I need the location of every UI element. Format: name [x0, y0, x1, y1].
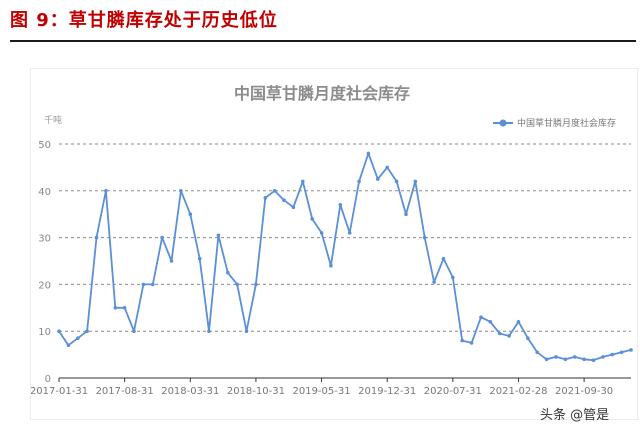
- series-line: [58, 152, 632, 362]
- data-point: [235, 282, 239, 287]
- figure-title: 图 9：草甘膦库存处于历史低位: [10, 10, 278, 31]
- legend-marker-swatch: [499, 119, 507, 127]
- data-point: [516, 320, 521, 324]
- data-point: [554, 355, 558, 359]
- y-axis-unit-label: 千吨: [44, 114, 62, 126]
- chart-title: 中国草甘膦月度社会库存: [234, 84, 410, 103]
- data-point: [207, 329, 211, 334]
- data-point: [272, 189, 277, 193]
- data-point: [76, 336, 80, 341]
- x-tick-label: 2020-07-31: [424, 386, 482, 397]
- data-point: [347, 231, 352, 235]
- data-point: [254, 282, 258, 287]
- data-point: [94, 235, 99, 240]
- data-point: [226, 270, 230, 275]
- data-point: [507, 334, 511, 338]
- data-point: [282, 198, 286, 202]
- y-tick-label: 0: [45, 374, 51, 385]
- data-point: [188, 212, 193, 216]
- data-point: [197, 256, 202, 261]
- data-point: [329, 263, 333, 268]
- data-point: [572, 355, 577, 359]
- data-point: [85, 329, 89, 334]
- data-point: [451, 275, 455, 280]
- data-point: [385, 165, 390, 170]
- data-point: [629, 348, 633, 352]
- data-point: [263, 196, 268, 200]
- data-point: [422, 235, 427, 240]
- data-point: [591, 358, 596, 363]
- x-tick-label: 2017-08-31: [96, 386, 154, 397]
- data-point: [244, 329, 249, 334]
- data-point: [216, 233, 221, 238]
- data-point: [563, 357, 568, 362]
- data-point: [488, 320, 493, 324]
- data-point: [66, 343, 71, 348]
- data-point: [432, 280, 436, 284]
- data-point: [601, 355, 605, 359]
- data-point: [413, 179, 418, 184]
- data-point: [104, 189, 108, 193]
- line-chart: 中国草甘膦月度社会库存 千吨 中国草甘膦月度社会库存 0 10 20 30 40 50 20…: [31, 84, 633, 397]
- data-point: [57, 329, 61, 334]
- data-point: [441, 256, 446, 261]
- y-tick-label: 50: [38, 140, 51, 151]
- data-point: [169, 259, 174, 263]
- data-point: [160, 235, 164, 240]
- data-point: [291, 205, 296, 209]
- data-point: [338, 203, 343, 207]
- legend-label: 中国草甘膦月度社会库存: [517, 117, 616, 129]
- title-divider: [10, 40, 636, 42]
- y-tick-label: 10: [38, 327, 51, 338]
- data-point: [376, 177, 380, 181]
- watermark: 头条 @管是: [540, 408, 610, 423]
- x-tick-label: 2021-09-30: [555, 386, 613, 397]
- data-point: [582, 357, 586, 362]
- legend: 中国草甘膦月度社会库存: [493, 117, 616, 129]
- data-point: [301, 179, 305, 184]
- y-tick-label: 40: [38, 187, 51, 198]
- data-point: [497, 331, 502, 336]
- data-point: [151, 282, 155, 287]
- data-point: [394, 179, 399, 184]
- data-point: [132, 329, 136, 334]
- x-tick-label: 2017-01-31: [31, 386, 88, 397]
- data-point: [526, 336, 530, 341]
- data-point: [404, 212, 408, 216]
- data-point: [122, 306, 127, 310]
- data-point: [319, 231, 324, 235]
- y-tick-label: 20: [38, 280, 51, 291]
- x-tick-label: 2021-02-28: [489, 386, 547, 397]
- data-point: [610, 352, 614, 357]
- x-tick-label: 2019-05-31: [292, 386, 350, 397]
- data-point: [179, 189, 183, 193]
- chart-frame: 中国草甘膦月度社会库存 千吨 中国草甘膦月度社会库存 0 10 20 30 40 50 20…: [30, 68, 638, 420]
- data-point: [479, 315, 483, 319]
- x-tick-label: 2018-10-31: [227, 386, 285, 397]
- data-point: [460, 338, 465, 343]
- x-tick-label: 2018-03-31: [161, 386, 219, 397]
- data-point: [357, 179, 361, 184]
- data-point: [366, 151, 371, 156]
- data-point: [544, 357, 549, 362]
- data-point: [469, 341, 474, 345]
- y-tick-label: 30: [38, 234, 51, 245]
- data-point: [535, 350, 539, 355]
- data-point: [619, 350, 624, 355]
- data-point: [113, 306, 118, 310]
- x-tick-label: 2019-12-31: [358, 386, 416, 397]
- data-point: [310, 217, 315, 221]
- data-point: [141, 282, 146, 287]
